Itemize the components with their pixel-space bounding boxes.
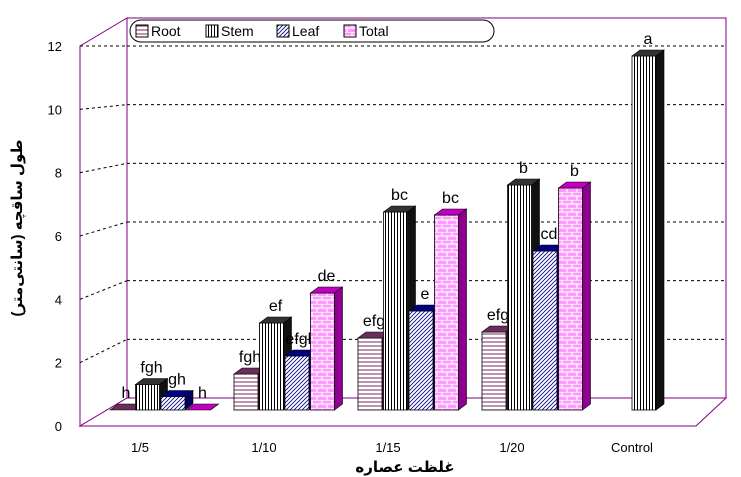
bar-side <box>655 49 665 411</box>
bar-stem-2: bc <box>382 187 417 411</box>
bar-data-label: gh <box>168 372 186 389</box>
bar-data-label: de <box>318 268 336 285</box>
bar-data-label: b <box>519 160 528 177</box>
bar-side <box>582 181 591 411</box>
bar-data-label: efg <box>363 313 385 330</box>
bar-data-label: efgh <box>285 331 316 348</box>
legend-swatch <box>135 24 149 38</box>
grid-line <box>79 104 128 110</box>
legend-item-root: Root <box>135 23 181 39</box>
y-tick-label: 0 <box>55 419 62 434</box>
bar-top <box>258 316 293 324</box>
legend-label: Total <box>359 23 389 39</box>
bar-top <box>557 181 592 189</box>
bar-data-label: fgh <box>239 349 261 366</box>
bar-data-label: efg <box>487 307 509 324</box>
bar-leaf-0: gh <box>160 372 194 411</box>
legend-item-stem: Stem <box>205 23 254 39</box>
bar-top <box>160 390 194 397</box>
bar-front <box>408 310 434 411</box>
bar-front <box>259 322 284 411</box>
grid-line <box>79 280 128 300</box>
legend-swatch <box>205 24 219 38</box>
bar-data-label: e <box>421 286 430 303</box>
bar-data-label: cd <box>541 226 558 243</box>
x-tick-label: 1/5 <box>131 440 149 455</box>
bar-front <box>357 337 383 411</box>
bar-data-label: b <box>570 163 579 180</box>
bar-top <box>631 49 665 57</box>
bar-data-label: fgh <box>140 360 162 377</box>
bar-stem-4: a <box>631 31 665 411</box>
legend-item-total: Total <box>343 23 389 39</box>
bar-front <box>310 292 335 411</box>
bar-top <box>506 178 541 186</box>
bar-data-label: h <box>122 385 131 402</box>
grid-line <box>79 221 128 237</box>
bar-total-3: b <box>557 163 592 411</box>
y-axis-label: طول ساقچه (سانتی‌متر) <box>9 139 27 316</box>
bar-front <box>481 331 507 411</box>
legend-swatch <box>276 24 290 38</box>
grid-lines <box>79 45 726 364</box>
x-tick-label: 1/15 <box>375 440 400 455</box>
bar-top <box>382 205 417 213</box>
x-axis-label: غلظت عصاره <box>355 459 454 476</box>
legend-label: Root <box>151 23 181 39</box>
legend-label: Stem <box>221 23 254 39</box>
x-axis: 1/5 1/10 1/15 1/20 Control <box>131 440 653 455</box>
y-tick-label: 6 <box>55 229 62 244</box>
bar-front <box>233 373 259 411</box>
bar-front <box>135 384 160 411</box>
legend-item-leaf: Leaf <box>276 23 319 39</box>
bar-data-label: ef <box>269 298 283 315</box>
y-tick-label: 2 <box>55 356 62 371</box>
x-tick-label: Control <box>611 440 653 455</box>
bar-total-0: h <box>185 385 220 411</box>
y-axis: 0 2 4 6 8 10 12 <box>48 39 62 434</box>
x-tick-label: 1/20 <box>499 440 524 455</box>
bar-side <box>458 208 467 411</box>
y-tick-label: 12 <box>48 39 62 54</box>
bar-top <box>134 378 169 385</box>
bar-side <box>334 286 343 411</box>
bar-total-1: de <box>309 268 344 411</box>
legend-label: Leaf <box>292 23 319 39</box>
bar-front <box>284 355 310 411</box>
y-tick-label: 10 <box>48 102 62 117</box>
bar-data-label: a <box>644 31 653 48</box>
bar-top <box>185 403 220 411</box>
bar-data-label: bc <box>442 190 459 207</box>
bar-data-label: bc <box>391 187 408 204</box>
bar-top <box>433 208 468 216</box>
legend: Root Stem Leaf Total <box>129 19 495 43</box>
bar-front <box>631 55 657 411</box>
bar-front <box>434 214 459 411</box>
bar-top <box>309 286 344 294</box>
bar-front <box>532 250 558 411</box>
grid-line <box>79 162 128 174</box>
bar-data-label: h <box>198 385 207 402</box>
bar-front <box>507 184 532 411</box>
bar-front <box>160 396 186 411</box>
grid-line <box>79 338 128 364</box>
y-tick-label: 4 <box>55 292 62 307</box>
legend-swatch <box>343 24 357 38</box>
bar-front <box>383 211 408 411</box>
bar-front <box>558 187 583 411</box>
bar-total-2: bc <box>433 190 468 411</box>
y-tick-label: 8 <box>55 166 62 181</box>
bar-stem-0: fgh <box>134 360 169 411</box>
x-tick-label: 1/10 <box>251 440 276 455</box>
